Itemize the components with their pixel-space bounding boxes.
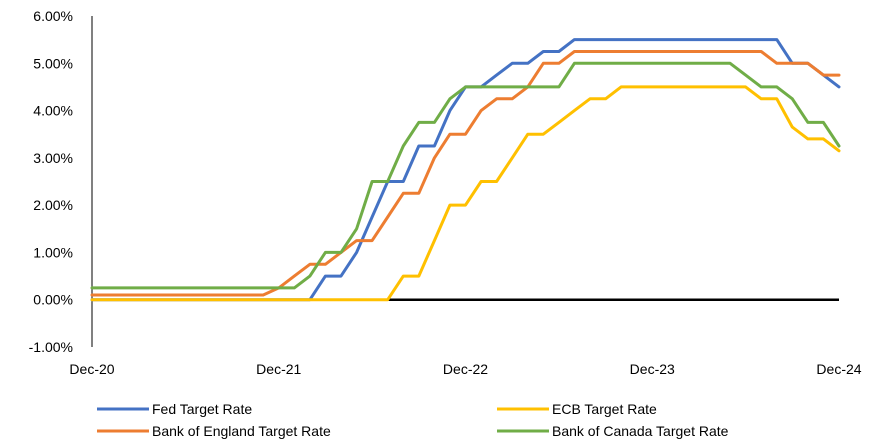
x-tick-label: Dec-21 xyxy=(256,361,301,377)
series-lines xyxy=(90,38,841,302)
series-line-ecb-target-rate xyxy=(90,85,841,302)
x-tick-label: Dec-23 xyxy=(630,361,675,377)
legend-label-bank-of-england-target-rate: Bank of England Target Rate xyxy=(152,423,331,439)
y-tick-label: 2.00% xyxy=(33,197,73,213)
y-tick-labels: 6.00% 5.00% 4.00% 3.00% 2.00% 1.00% 0.00% -1.00… xyxy=(29,8,73,355)
y-tick-label: 1.00% xyxy=(33,244,73,260)
y-tick-label: 0.00% xyxy=(33,292,73,308)
legend: Fed Target Rate ECB Target Rate Bank of En… xyxy=(97,401,729,439)
y-tick-label: -1.00% xyxy=(29,339,73,355)
x-tick-label: Dec-20 xyxy=(69,361,114,377)
legend-label-ecb-target-rate: ECB Target Rate xyxy=(552,401,657,417)
legend-label-bank-of-canada-target-rate: Bank of Canada Target Rate xyxy=(552,423,729,439)
y-tick-label: 4.00% xyxy=(33,103,73,119)
x-tick-labels: Dec-20 Dec-21 Dec-22 Dec-23 Dec-24 xyxy=(69,361,861,377)
series-line-bank-of-canada-target-rate xyxy=(90,61,841,290)
x-tick-label: Dec-22 xyxy=(443,361,488,377)
series-line-fed-target-rate xyxy=(90,38,841,302)
y-tick-label: 3.00% xyxy=(33,150,73,166)
y-tick-label: 6.00% xyxy=(33,8,73,24)
legend-label-fed-target-rate: Fed Target Rate xyxy=(152,401,252,417)
x-tick-label: Dec-24 xyxy=(816,361,861,377)
y-tick-label: 5.00% xyxy=(33,55,73,71)
